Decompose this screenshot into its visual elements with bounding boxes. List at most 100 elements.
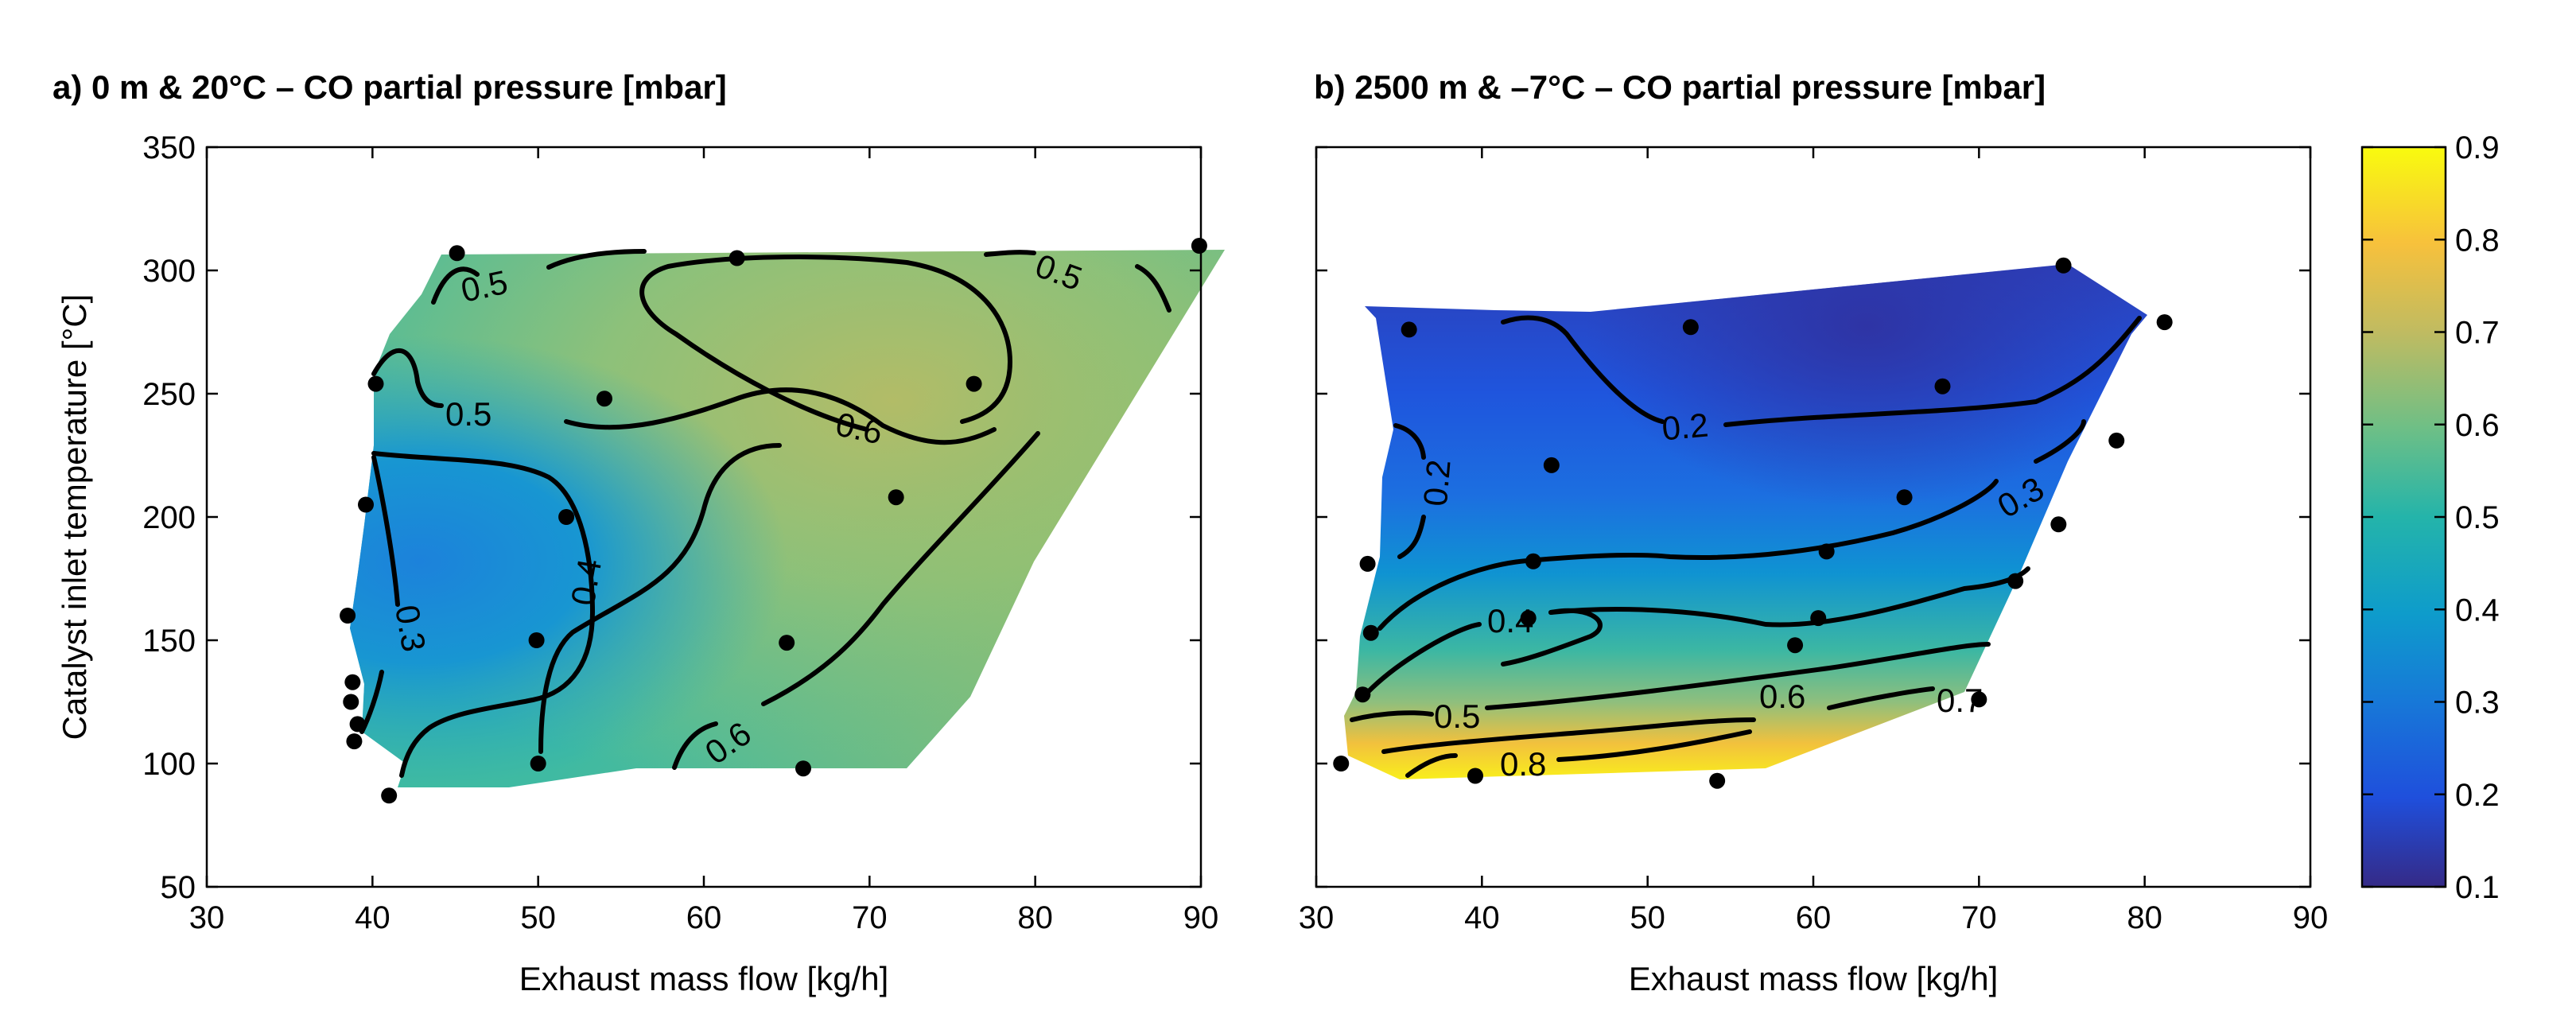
panel-a-data-point	[729, 250, 745, 266]
panel-b-contour-labels: 0.2 0.2 0.3 0.4 0.5 0.6 0.7 0.8	[1416, 406, 2050, 783]
panel-b-data-point	[1359, 555, 1376, 572]
panel-b-x-tick-label: 80	[2127, 900, 2162, 935]
panel-a-ylabel: Catalyst inlet temperature [°C]	[56, 294, 93, 740]
panel-a-data-point	[343, 694, 359, 710]
panel-a-contour-line	[639, 255, 1012, 432]
panel-b-x-tick-label: 40	[1464, 900, 1500, 935]
panel-a-y-tick-label: 50	[161, 870, 196, 905]
panel-a-data-point	[888, 489, 904, 506]
panel-a-y-tick-label: 200	[142, 500, 196, 535]
panel-b-x-tick-label: 70	[1961, 900, 1997, 935]
panel-a-contour-line	[538, 443, 782, 754]
colorbar-tick-label: 0.9	[2455, 130, 2500, 165]
panel-b-data-point	[2050, 516, 2067, 533]
colorbar-tick-label: 0.3	[2455, 686, 2500, 721]
colorbar-tick-label: 0.8	[2455, 223, 2500, 258]
panel-b-data-point	[1543, 457, 1560, 473]
panel-a-contour-label: 0.4	[564, 556, 608, 608]
panel-a-data-point	[449, 245, 465, 262]
panel-a-x-tick-label: 30	[189, 900, 225, 935]
colorbar-tick-label: 0.5	[2455, 500, 2500, 535]
panel-b-data-point	[1467, 768, 1483, 784]
panel-b-data-point	[1971, 691, 1987, 708]
colorbar-gradient	[2362, 147, 2446, 887]
panel-a-ticks: 30 40 50 60 70 80 90 50 100 150 200 250 300 350	[142, 130, 1218, 935]
panel-b-contour-line	[1366, 622, 1482, 694]
panel-a-contour-line	[546, 249, 647, 270]
panel-b-contour-label: 0.6	[1759, 678, 1805, 715]
panel-b-contour-line	[1377, 479, 1999, 631]
panel-a-data-point	[381, 787, 398, 804]
panel-a-high-region	[350, 250, 1225, 787]
panel-b-contour-line	[1350, 710, 1434, 722]
panel-b-contour-line	[1393, 423, 1426, 460]
panel-b-contour-line	[2034, 419, 2086, 464]
panel-a-xlabel: Exhaust mass flow [kg/h]	[519, 960, 889, 997]
panel-b-data-point	[2108, 432, 2125, 449]
panel-a-y-tick-label: 150	[142, 624, 196, 659]
panel-b-contour-label: 0.5	[1434, 698, 1480, 735]
panel-b-data-point	[1354, 686, 1371, 703]
panel-b-ticks: 30 40 50 60 70 80 90	[1299, 146, 2329, 935]
panel-b-data-point	[1682, 319, 1699, 336]
panel-a-contour-line	[371, 451, 595, 778]
panel-a-data-point	[795, 760, 811, 777]
panel-a-contour-line	[371, 348, 444, 408]
panel-b-contour-label: 0.2	[1416, 458, 1458, 507]
colorbar-tick-label: 0.4	[2455, 593, 2500, 628]
panel-b-contour-line	[1556, 729, 1752, 762]
panel-b-data-point	[1810, 610, 1827, 627]
colorbar: 0.9 0.8 0.7 0.6 0.5 0.4 0.3 0.2 0.1	[2360, 130, 2500, 905]
panel-b-data-point	[1709, 772, 1726, 789]
panel-a-data-point	[966, 375, 982, 392]
panel-b-data-point	[1818, 543, 1835, 560]
panel-a-y-tick-label: 100	[142, 747, 196, 782]
panel-a-data-point	[346, 733, 363, 750]
panel-b-data-points	[1333, 257, 2173, 789]
panel-b-x-tick-label: 90	[2293, 900, 2329, 935]
panel-a-x-tick-label: 60	[686, 900, 722, 935]
panel-a-contour-line	[371, 455, 400, 607]
panel-b-contour-line	[1397, 515, 1426, 559]
panel-b-data-point	[1333, 756, 1350, 771]
panel-b-data-point	[1934, 378, 1951, 394]
panel-a-x-tick-label: 50	[520, 900, 556, 935]
panel-a-data-point	[344, 674, 361, 690]
panel-a-contour-line	[431, 266, 480, 305]
panel-a-data-point	[528, 632, 545, 648]
panel-a-data-points	[340, 238, 1207, 804]
panel-a-data-point	[349, 716, 366, 733]
panel-a-contour-line	[1135, 264, 1171, 313]
panel-b-data-point	[2007, 573, 2024, 589]
panel-b-data-point	[1362, 624, 1379, 641]
panel-a-x-tick-label: 40	[355, 900, 390, 935]
panel-b-data-point	[1896, 489, 1913, 506]
panel-a-y-tick-label: 350	[142, 130, 196, 165]
panel-a-data-point	[358, 496, 374, 513]
panel-a-data-point	[530, 756, 546, 771]
panel-b-contour-label: 0.2	[1661, 406, 1710, 448]
colorbar-ticks: 0.9 0.8 0.7 0.6 0.5 0.4 0.3 0.2 0.1	[2362, 130, 2500, 905]
panel-b-x-tick-label: 30	[1299, 900, 1335, 935]
panel-b-x-tick-label: 60	[1796, 900, 1832, 935]
colorbar-tick-label: 0.1	[2455, 870, 2500, 905]
panel-a-x-tick-label: 90	[1183, 900, 1219, 935]
panel-a-contour-label: 0.3	[388, 602, 433, 655]
colorbar-tick-label: 0.7	[2455, 316, 2500, 351]
panel-b-contour-line	[1827, 686, 1935, 710]
panel-a: a) 0 m & 20°C – CO partial pressure [mba…	[52, 68, 1225, 997]
panel-a-data-point	[340, 608, 356, 624]
panel-b-contour-line	[1405, 753, 1458, 778]
panel-b-contour-line	[1381, 717, 1756, 754]
panel-b-data-point	[1525, 553, 1541, 569]
panel-a-contour-line	[564, 387, 997, 445]
panel-a-x-tick-label: 80	[1017, 900, 1053, 935]
panel-b-title: b) 2500 m & –7°C – CO partial pressure […	[1314, 68, 2046, 106]
panel-a-data-point	[558, 509, 575, 525]
panel-a-x-tick-label: 70	[852, 900, 888, 935]
panel-b-data-point	[1401, 321, 1417, 338]
panel-b: b) 2500 m & –7°C – CO partial pressure […	[1299, 68, 2329, 997]
panel-b-contour-line	[1485, 642, 1991, 710]
colorbar-tick-label: 0.2	[2455, 778, 2500, 813]
